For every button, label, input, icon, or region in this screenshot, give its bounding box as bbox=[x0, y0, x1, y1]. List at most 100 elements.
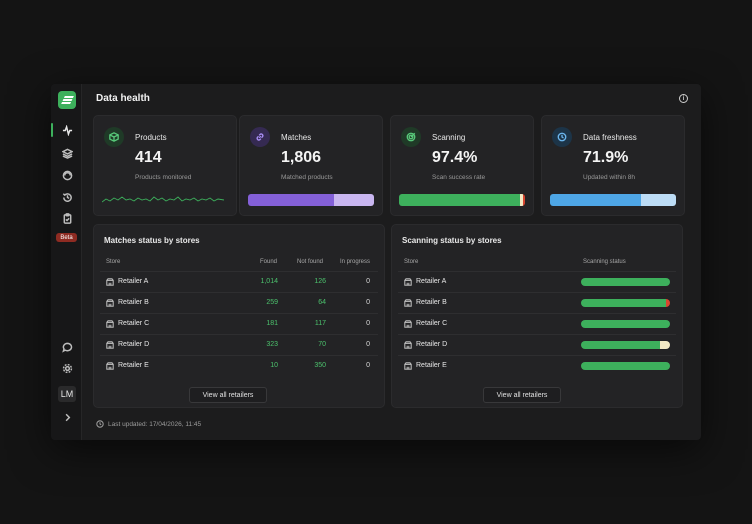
store-name: Retailer C bbox=[416, 320, 448, 327]
store-icon bbox=[404, 278, 412, 286]
found-value: 181 bbox=[266, 320, 278, 327]
products-card: Products 414 Products monitored bbox=[93, 115, 237, 216]
store-icon bbox=[404, 341, 412, 349]
store-icon bbox=[106, 320, 114, 328]
table-row[interactable]: Retailer D bbox=[398, 334, 676, 354]
card-subtitle: Matched products bbox=[281, 174, 333, 181]
found-value: 10 bbox=[270, 362, 278, 369]
found-value: 323 bbox=[266, 341, 278, 348]
pulse-icon[interactable] bbox=[51, 121, 76, 139]
clock-icon bbox=[96, 420, 104, 428]
card-title: Data freshness bbox=[583, 133, 637, 142]
card-subtitle: Updated within 8h bbox=[583, 174, 636, 181]
cube-icon bbox=[104, 127, 124, 147]
table-header: Store Scanning status bbox=[398, 255, 676, 269]
card-title: Matches bbox=[281, 133, 312, 142]
panel-title: Matches status by stores bbox=[104, 236, 200, 245]
store-icon bbox=[404, 299, 412, 307]
scanning-progress-bar bbox=[399, 194, 525, 206]
scanning-status-bar bbox=[581, 278, 670, 286]
card-value: 97.4% bbox=[432, 149, 478, 166]
gear-icon[interactable] bbox=[58, 359, 76, 377]
chat-icon[interactable] bbox=[58, 338, 76, 356]
table-row[interactable]: Retailer A bbox=[398, 271, 676, 291]
history-icon[interactable] bbox=[58, 188, 76, 206]
scanning-status-bar bbox=[581, 341, 670, 349]
scanning-status-bar bbox=[581, 362, 670, 370]
card-title: Scanning bbox=[432, 133, 466, 142]
table-row[interactable]: Retailer B bbox=[398, 292, 676, 312]
app-logo[interactable] bbox=[58, 91, 76, 109]
link-icon bbox=[250, 127, 270, 147]
store-icon bbox=[106, 341, 114, 349]
table-header: Store Found Not found In progress bbox=[100, 255, 378, 269]
scanning-card: Scanning 97.4% Scan success rate bbox=[390, 115, 534, 216]
app-window: Beta LM Data health i Products 414 Produ… bbox=[51, 84, 701, 440]
table-row[interactable]: Retailer E 10 350 0 bbox=[100, 355, 378, 375]
table-row[interactable]: Retailer B 259 64 0 bbox=[100, 292, 378, 312]
table-row[interactable]: Retailer E bbox=[398, 355, 676, 375]
info-icon[interactable]: i bbox=[679, 94, 688, 103]
store-name: Retailer E bbox=[416, 362, 447, 369]
store-name: Retailer A bbox=[118, 278, 149, 285]
column-not-found: Not found bbox=[297, 259, 324, 265]
in-progress-value: 0 bbox=[366, 341, 370, 348]
sparkline bbox=[102, 196, 224, 203]
swirl-icon[interactable] bbox=[58, 166, 76, 184]
store-name: Retailer D bbox=[416, 341, 448, 348]
in-progress-value: 0 bbox=[366, 362, 370, 369]
not-found-value: 117 bbox=[314, 320, 326, 327]
not-found-value: 126 bbox=[314, 278, 326, 285]
target-icon bbox=[401, 127, 421, 147]
found-value: 1,014 bbox=[260, 278, 278, 285]
in-progress-value: 0 bbox=[366, 320, 370, 327]
avatar[interactable]: LM bbox=[58, 386, 76, 402]
layers-icon[interactable] bbox=[58, 144, 76, 162]
matches-status-panel: Matches status by stores Store Found Not… bbox=[93, 224, 385, 408]
view-all-retailers-button[interactable]: View all retailers bbox=[189, 387, 267, 403]
not-found-value: 64 bbox=[318, 299, 326, 306]
found-value: 259 bbox=[266, 299, 278, 306]
matches-card: Matches 1,806 Matched products bbox=[239, 115, 383, 216]
not-found-value: 70 bbox=[318, 341, 326, 348]
store-name: Retailer E bbox=[118, 362, 149, 369]
table-row[interactable]: Retailer A 1,014 126 0 bbox=[100, 271, 378, 291]
clipboard-icon[interactable] bbox=[58, 209, 76, 227]
page-title: Data health bbox=[96, 93, 150, 104]
last-updated: Last updated: 17/04/2026, 11:45 bbox=[96, 420, 201, 428]
column-store: Store bbox=[404, 259, 419, 265]
table-row[interactable]: Retailer D 323 70 0 bbox=[100, 334, 378, 354]
sidebar: Beta LM bbox=[51, 84, 82, 440]
column-scanning-status: Scanning status bbox=[583, 259, 626, 265]
clock-icon bbox=[552, 127, 572, 147]
table-row[interactable]: Retailer C bbox=[398, 313, 676, 333]
store-icon bbox=[106, 299, 114, 307]
last-updated-text: Last updated: 17/04/2026, 11:45 bbox=[108, 420, 202, 428]
column-in-progress: In progress bbox=[340, 259, 371, 265]
store-name: Retailer B bbox=[118, 299, 149, 306]
store-icon bbox=[106, 278, 114, 286]
store-icon bbox=[404, 320, 412, 328]
matches-progress-bar bbox=[248, 194, 374, 206]
column-found: Found bbox=[260, 259, 278, 265]
card-subtitle: Scan success rate bbox=[432, 174, 486, 181]
in-progress-value: 0 bbox=[366, 278, 370, 285]
store-name: Retailer A bbox=[416, 278, 447, 285]
view-all-retailers-button[interactable]: View all retailers bbox=[483, 387, 561, 403]
store-name: Retailer C bbox=[118, 320, 150, 327]
card-title: Products bbox=[135, 133, 167, 142]
beta-badge: Beta bbox=[56, 233, 77, 242]
not-found-value: 350 bbox=[314, 362, 326, 369]
store-icon bbox=[404, 362, 412, 370]
store-icon bbox=[106, 362, 114, 370]
data-freshness-card: Data freshness 71.9% Updated within 8h bbox=[541, 115, 685, 216]
card-value: 414 bbox=[135, 149, 162, 166]
card-subtitle: Products monitored bbox=[135, 174, 192, 181]
freshness-progress-bar bbox=[550, 194, 676, 206]
card-value: 71.9% bbox=[583, 149, 629, 166]
scanning-status-panel: Scanning status by stores Store Scanning… bbox=[391, 224, 683, 408]
table-row[interactable]: Retailer C 181 117 0 bbox=[100, 313, 378, 333]
store-name: Retailer D bbox=[118, 341, 150, 348]
chevron-right-icon[interactable] bbox=[58, 408, 76, 426]
column-store: Store bbox=[106, 259, 121, 265]
